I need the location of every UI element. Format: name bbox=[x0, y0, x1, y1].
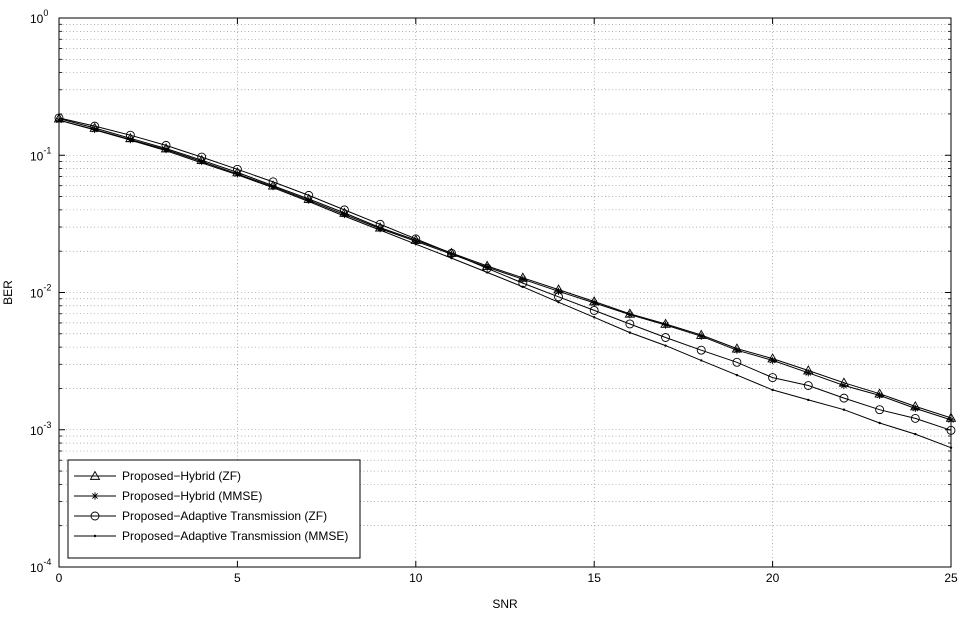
triangle-marker bbox=[89, 470, 101, 480]
star-marker bbox=[911, 404, 919, 413]
star-marker bbox=[340, 210, 349, 219]
star-marker bbox=[447, 250, 456, 258]
circle-marker bbox=[197, 152, 207, 162]
dot-marker bbox=[664, 344, 667, 347]
tick-layer: 0 5 10 15 20 25 100 10-1 10-2 10-3 10-4 bbox=[30, 8, 958, 585]
dot-marker bbox=[521, 285, 525, 289]
dot-marker bbox=[807, 398, 810, 402]
dot-marker bbox=[735, 373, 739, 377]
y-axis-label: BER bbox=[1, 280, 15, 305]
star-marker bbox=[876, 391, 884, 399]
dot-marker bbox=[771, 388, 774, 392]
x-tick-label: 15 bbox=[588, 571, 602, 585]
dot-marker bbox=[700, 359, 703, 362]
circle-marker bbox=[875, 405, 885, 415]
dot-marker bbox=[557, 300, 560, 304]
star-marker bbox=[554, 287, 563, 295]
x-tick-label: 20 bbox=[766, 571, 780, 585]
legend-entry: Proposed−Adaptive Transmission (ZF) bbox=[74, 509, 327, 523]
circle-marker bbox=[625, 319, 635, 329]
dot-marker bbox=[878, 421, 881, 425]
y-tick-label: 10-1 bbox=[30, 145, 51, 163]
dot-marker bbox=[129, 138, 132, 142]
star-marker bbox=[198, 157, 206, 166]
series-group bbox=[54, 113, 956, 435]
circle-marker bbox=[90, 511, 100, 521]
circle-marker bbox=[839, 393, 849, 403]
circle-marker bbox=[910, 413, 920, 423]
y-tick-label: 100 bbox=[30, 8, 48, 26]
circle-marker bbox=[232, 164, 242, 174]
x-tick-label: 5 bbox=[234, 571, 241, 585]
circle-marker bbox=[732, 357, 742, 367]
circle-marker bbox=[589, 305, 599, 315]
y-tick-label: 10-3 bbox=[30, 420, 51, 438]
dot-marker bbox=[236, 173, 239, 177]
circle-marker bbox=[661, 333, 671, 342]
circle-marker bbox=[696, 345, 706, 355]
series-line bbox=[58, 118, 952, 419]
grid-layer bbox=[59, 18, 951, 567]
legend-label: Proposed−Hybrid (MMSE) bbox=[122, 489, 262, 503]
star-marker bbox=[590, 299, 598, 307]
star-marker bbox=[733, 346, 741, 354]
dot-marker bbox=[485, 271, 489, 274]
legend-label: Proposed−Hybrid (ZF) bbox=[122, 469, 241, 483]
star-marker bbox=[661, 321, 670, 329]
star-marker bbox=[91, 492, 99, 500]
circle-marker bbox=[375, 219, 385, 229]
series-group bbox=[57, 119, 953, 449]
dot-marker bbox=[343, 214, 346, 218]
dot-marker bbox=[378, 228, 382, 232]
circle-marker bbox=[803, 381, 813, 390]
star-marker bbox=[412, 237, 420, 245]
circle-marker bbox=[768, 373, 778, 383]
dot-marker bbox=[93, 128, 96, 132]
dot-marker bbox=[164, 149, 168, 152]
star-marker bbox=[626, 311, 634, 319]
circle-marker bbox=[339, 205, 349, 215]
circle-marker bbox=[268, 177, 278, 187]
x-tick-label: 25 bbox=[944, 571, 958, 585]
star-marker bbox=[769, 356, 777, 365]
circle-marker bbox=[411, 234, 421, 244]
x-axis-label: SNR bbox=[492, 597, 518, 611]
star-marker bbox=[840, 381, 848, 390]
legend: Proposed−Hybrid (ZF) Proposed−Hybrid (MMS… bbox=[67, 459, 361, 559]
star-marker bbox=[483, 263, 491, 271]
dot-marker bbox=[628, 331, 632, 334]
star-marker bbox=[804, 369, 812, 377]
series-line bbox=[58, 119, 952, 449]
series-line bbox=[58, 117, 952, 431]
star-marker bbox=[305, 196, 313, 204]
legend-box bbox=[67, 459, 361, 559]
series-layer bbox=[53, 113, 957, 449]
circle-marker bbox=[304, 190, 314, 200]
dot-marker bbox=[271, 186, 275, 189]
legend-entry: Proposed−Hybrid (MMSE) bbox=[74, 489, 262, 503]
dot-marker bbox=[414, 242, 417, 246]
series-line bbox=[58, 119, 952, 421]
circle-marker bbox=[161, 140, 171, 150]
legend-label: Proposed−Adaptive Transmission (ZF) bbox=[122, 509, 327, 523]
dot-marker bbox=[93, 534, 97, 538]
circle-marker bbox=[554, 292, 563, 302]
dot-marker bbox=[593, 316, 596, 319]
dot-marker bbox=[200, 161, 203, 165]
y-tick-label: 10-4 bbox=[30, 557, 51, 575]
dot-marker bbox=[307, 200, 310, 203]
y-tick-label: 10-2 bbox=[30, 283, 51, 301]
x-tick-label: 0 bbox=[56, 571, 63, 585]
legend-entry: Proposed−Adaptive Transmission (MMSE) bbox=[74, 529, 348, 543]
x-tick-label: 10 bbox=[409, 571, 423, 585]
legend-entry: Proposed−Hybrid (ZF) bbox=[74, 469, 241, 483]
dot-marker bbox=[914, 432, 917, 436]
star-marker bbox=[697, 332, 705, 340]
legend-label: Proposed−Adaptive Transmission (MMSE) bbox=[122, 529, 348, 543]
dot-marker bbox=[842, 408, 846, 411]
dot-marker bbox=[450, 256, 453, 260]
